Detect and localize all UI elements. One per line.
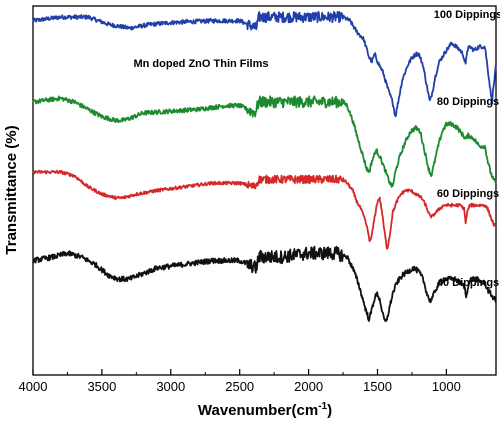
- series-label: 60 Dippings: [437, 188, 499, 200]
- series-label: 100 Dippings: [434, 9, 500, 21]
- series-line-80-dippings: [32, 95, 497, 188]
- x-axis-tick-labels: 4000 3500 3000 2500 2000 1500 1000: [19, 379, 461, 394]
- series-line-100-dippings: [32, 10, 497, 118]
- series-line-40-dippings: [32, 245, 497, 323]
- y-axis-title: Transmittance (%): [3, 125, 20, 254]
- x-axis-ticks: [32, 369, 447, 375]
- x-tick-label: 2500: [225, 379, 254, 394]
- series-line-60-dippings: [32, 169, 497, 250]
- x-tick-label: 1000: [432, 379, 461, 394]
- plot-frame: [32, 5, 497, 376]
- x-tick-label: 4000: [19, 379, 48, 394]
- x-axis-title: Wavenumber(cm-1): [198, 401, 332, 419]
- series-lines: [32, 10, 497, 323]
- x-axis-title-main: Wavenumber(cm: [198, 402, 318, 419]
- x-tick-label: 3500: [87, 379, 116, 394]
- x-axis-title-close: ): [327, 402, 332, 419]
- series-label: 40 Dippings: [437, 277, 499, 289]
- series-label: 80 Dippings: [437, 96, 499, 108]
- x-tick-label: 1500: [363, 379, 392, 394]
- series-labels: 100 Dippings 80 Dippings 60 Dippings 40 Dip…: [434, 9, 500, 289]
- x-axis-title-superscript: -1: [318, 401, 327, 412]
- chart-annotation: Mn doped ZnO Thin Films: [133, 58, 268, 70]
- x-tick-label: 3000: [156, 379, 185, 394]
- x-tick-label: 2000: [294, 379, 323, 394]
